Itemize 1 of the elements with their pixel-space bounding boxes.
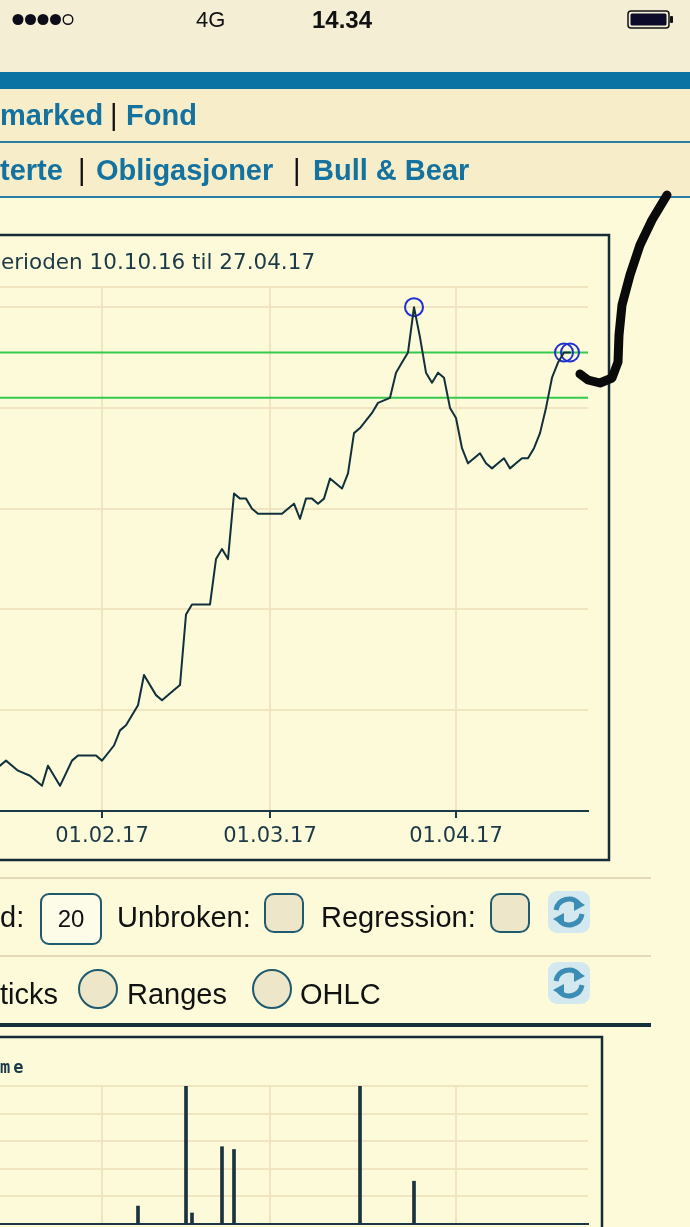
chart-title: me xyxy=(0,1057,27,1078)
